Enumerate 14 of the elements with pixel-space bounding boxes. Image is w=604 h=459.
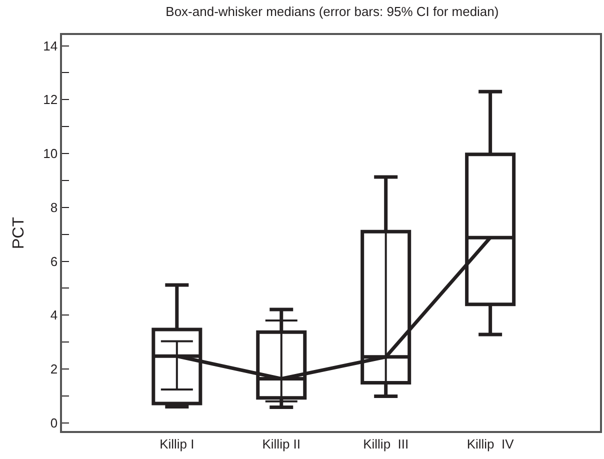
x-tick-label: Killip IV — [466, 436, 514, 452]
y-tick-label: 14 — [43, 38, 58, 54]
y-tick-label: 6 — [50, 254, 58, 269]
x-tick-label: Killip III — [363, 436, 409, 452]
y-tick-label: 2 — [50, 362, 58, 377]
y-tick-label: 4 — [50, 308, 58, 323]
y-tick-label: 10 — [43, 146, 58, 162]
x-tick-label: Killip I — [160, 436, 194, 452]
y-tick-label: 12 — [43, 92, 58, 108]
chart-title: Box-and-whisker medians (error bars: 95% CI for median) — [166, 4, 499, 19]
y-tick-label: 8 — [50, 200, 58, 215]
x-tick-label: Killip II — [262, 436, 301, 452]
y-axis-title: PCT — [10, 216, 28, 249]
y-tick-label: 0 — [50, 415, 58, 430]
